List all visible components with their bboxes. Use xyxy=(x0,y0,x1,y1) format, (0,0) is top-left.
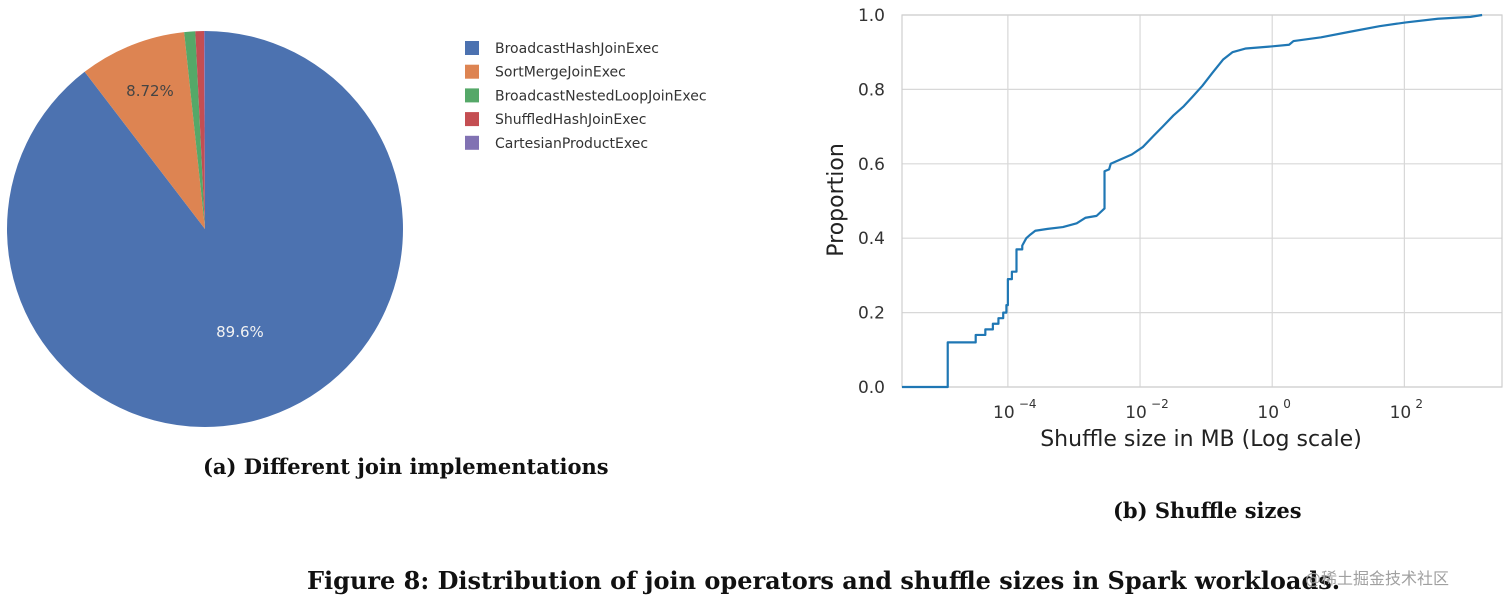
x-axis-title: Shuffle size in MB (Log scale) xyxy=(1040,427,1362,452)
legend-swatch xyxy=(465,135,479,150)
x-tick-label: 10 xyxy=(993,403,1015,423)
legend-label: SortMergeJoinExec xyxy=(495,65,626,81)
y-tick-label: 0.0 xyxy=(858,378,885,398)
y-tick-label: 0.4 xyxy=(858,229,885,249)
x-tick-exponent: 2 xyxy=(1415,397,1423,411)
x-tick-exponent: 0 xyxy=(1283,397,1291,411)
y-tick-label: 0.2 xyxy=(858,304,885,324)
y-tick-label: 0.6 xyxy=(858,155,885,175)
legend-swatch xyxy=(465,64,479,79)
x-tick-label: 10 xyxy=(1257,403,1279,423)
legend-label: ShuffledHashJoinExec xyxy=(495,112,646,128)
pie-slice-BroadcastNestedLoopJoinExec xyxy=(184,31,205,230)
x-tick-exponent: −4 xyxy=(1019,397,1037,411)
legend-swatch xyxy=(465,112,479,127)
cdf-chart: 0.00.20.40.60.81.0 10 −4 10 −2 10 0 10 2 Shuffl… xyxy=(824,6,1503,452)
cdf-grid xyxy=(902,14,1502,388)
pie-caption: (a) Different join implementations xyxy=(203,454,609,479)
pie-legend: BroadcastHashJoinExec SortMergeJoinExec Br… xyxy=(465,41,707,152)
y-tick-label: 1.0 xyxy=(858,6,885,26)
watermark: @稀土掘金技术社区 xyxy=(1305,569,1450,588)
pie-slice-labels: 89.6% 8.72% xyxy=(126,82,264,341)
legend-label: BroadcastHashJoinExec xyxy=(495,41,659,57)
cdf-y-ticks: 0.0 0.2 0.4 0.6 0.8 1.0 xyxy=(858,6,885,398)
y-axis-title: Proportion xyxy=(824,143,849,257)
cdf-line xyxy=(902,13,1483,389)
pie-pct-label: 89.6% xyxy=(216,323,264,341)
legend-swatch xyxy=(465,88,479,103)
cdf-x-ticks: 10 −4 10 −2 10 0 10 2 xyxy=(993,397,1423,423)
pie-chart: 89.6% 8.72% BroadcastHashJoinExec SortMerg… xyxy=(7,31,707,427)
legend-label: BroadcastNestedLoopJoinExec xyxy=(495,88,707,104)
pie-slices xyxy=(7,31,403,427)
cdf-lines xyxy=(902,13,1483,389)
y-tick-label: 0.8 xyxy=(858,80,885,100)
plot-frame xyxy=(901,14,1503,388)
figure-caption: Figure 8: Distribution of join operators… xyxy=(307,566,1341,595)
legend-swatch xyxy=(465,41,479,55)
legend-label: CartesianProductExec xyxy=(495,136,648,152)
x-tick-label: 10 xyxy=(1390,403,1412,423)
pie-slice-CartesianProductExec xyxy=(204,31,205,229)
pie-pct-label: 8.72% xyxy=(126,82,174,100)
cdf-axes xyxy=(901,14,1503,388)
pie-slice-SortMergeJoinExec xyxy=(84,32,205,229)
pie-slice-ShuffledHashJoinExec xyxy=(195,31,205,229)
x-tick-label: 10 xyxy=(1125,403,1147,423)
cdf-caption: (b) Shuffle sizes xyxy=(1113,498,1302,523)
x-tick-exponent: −2 xyxy=(1151,397,1169,411)
